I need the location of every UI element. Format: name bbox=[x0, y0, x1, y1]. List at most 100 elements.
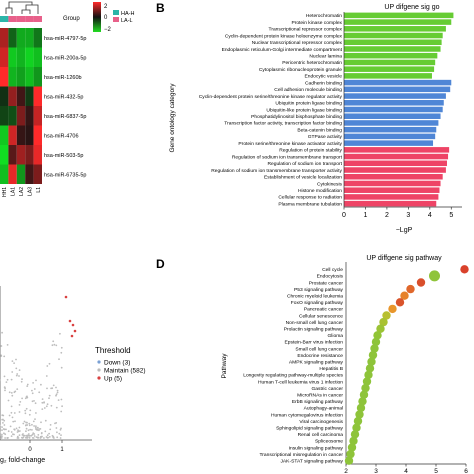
pathway-x-tick-label: 6 bbox=[464, 468, 468, 474]
legend-dot-maintain bbox=[97, 368, 101, 372]
heatmap-row-label: hsa-miR-1260b bbox=[44, 75, 82, 81]
heatmap-column-labels: HH1 LA1 LA2 LA3 L1 bbox=[2, 187, 42, 197]
pathway-point bbox=[416, 278, 426, 287]
volcano-point-maintain bbox=[0, 354, 3, 357]
volcano-point-maintain bbox=[25, 421, 27, 424]
legend-label-ha: HA-H bbox=[121, 11, 134, 17]
heatmap-column-label: L1 bbox=[36, 187, 42, 193]
go-bar bbox=[344, 100, 444, 106]
volcano-point-maintain bbox=[3, 375, 6, 378]
volcano-x-axis-label: g₂ fold-change bbox=[0, 457, 45, 464]
volcano-point-maintain bbox=[29, 409, 32, 412]
volcano-point-maintain bbox=[28, 424, 31, 427]
volcano-point-maintain bbox=[61, 405, 63, 408]
volcano-point-maintain bbox=[0, 435, 3, 438]
volcano-point-maintain bbox=[20, 380, 23, 383]
volcano-point-maintain bbox=[60, 410, 63, 413]
go-category-label: Plasma membrane tubulation bbox=[278, 201, 342, 207]
go-category-label: Cellular response to radiation bbox=[278, 195, 342, 201]
go-category-label: Protein serine/threonine kinase activato… bbox=[238, 141, 342, 147]
volcano-point-maintain bbox=[46, 387, 48, 390]
pathway-point bbox=[344, 456, 354, 465]
heatmap-cell bbox=[16, 125, 26, 145]
volcano-point-maintain bbox=[50, 387, 52, 390]
go-x-tick-label: 5 bbox=[449, 212, 453, 219]
go-category-label: Beta-catenin binding bbox=[297, 127, 342, 133]
go-category-label: Transcription factor activity, transcrip… bbox=[224, 121, 342, 127]
volcano-point-maintain bbox=[3, 428, 6, 431]
volcano-point-maintain bbox=[15, 374, 18, 377]
go-bar bbox=[344, 140, 434, 146]
go-category-label: Nuclear transcriptional repressor comple… bbox=[252, 40, 343, 46]
volcano-point-maintain bbox=[19, 401, 22, 403]
volcano-point-maintain bbox=[33, 388, 36, 390]
volcano-point-maintain bbox=[10, 431, 13, 433]
group-cell bbox=[25, 16, 34, 22]
volcano-point-maintain bbox=[26, 383, 29, 386]
volcano-point-maintain bbox=[24, 412, 27, 415]
pathway-category-label: MicroRNAs in cancer bbox=[297, 393, 343, 399]
pathway-category-label: Human cytomegalovirus infection bbox=[271, 412, 343, 418]
pathway-point bbox=[460, 265, 469, 274]
go-x-tick-label: 4 bbox=[428, 212, 432, 219]
go-category-label: Nuclear lamina bbox=[309, 54, 342, 60]
volcano-point-maintain bbox=[48, 397, 50, 400]
volcano-point-maintain bbox=[59, 428, 62, 431]
volcano-point-maintain bbox=[24, 424, 27, 427]
go-bar bbox=[344, 59, 436, 66]
volcano-point-maintain bbox=[11, 416, 14, 419]
go-bar bbox=[344, 180, 441, 187]
panel-label-b: B bbox=[156, 1, 165, 15]
volcano-point-maintain bbox=[43, 401, 45, 404]
go-bar bbox=[344, 26, 446, 32]
pathway-point bbox=[350, 430, 360, 439]
pathway-category-label: Insulin signaling pathway bbox=[289, 445, 344, 451]
volcano-point-maintain bbox=[0, 379, 1, 382]
go-category-label: Transcriptional repressor complex bbox=[269, 27, 343, 33]
heatmap-cell bbox=[8, 125, 17, 145]
group-annotation-bar bbox=[0, 16, 42, 22]
pathway-category-label: Spliceosome bbox=[315, 439, 343, 445]
go-bar bbox=[344, 46, 441, 52]
volcano-point-maintain bbox=[7, 430, 10, 433]
go-category-label: Ubiquitin-like protein ligase binding bbox=[266, 107, 342, 113]
volcano-point-maintain bbox=[1, 418, 4, 421]
volcano-point-maintain bbox=[39, 437, 42, 439]
pathway-point bbox=[364, 370, 373, 380]
go-bar bbox=[344, 73, 432, 79]
volcano-point-maintain bbox=[18, 434, 21, 436]
go-category-label: Ubiquitin protein ligase binding bbox=[275, 101, 342, 107]
volcano-panel: 0 1 g₂ fold-change Threshold Down (3) Ma… bbox=[0, 286, 146, 464]
go-y-axis-label: Gene ontology category bbox=[169, 83, 176, 153]
pathway-point bbox=[359, 390, 369, 399]
pathway-category-label: Hepatitis B bbox=[319, 366, 343, 372]
volcano-point-maintain bbox=[44, 419, 47, 422]
volcano-point-maintain bbox=[4, 437, 6, 439]
volcano-point-maintain bbox=[4, 433, 7, 436]
volcano-point-maintain bbox=[3, 419, 6, 422]
volcano-point-maintain bbox=[16, 431, 19, 433]
heatmap-cell bbox=[25, 47, 34, 67]
volcano-point-maintain bbox=[10, 435, 13, 437]
go-category-label: Cell adhesion molecule binding bbox=[274, 87, 342, 93]
volcano-point-maintain bbox=[22, 422, 25, 425]
volcano-point-maintain bbox=[38, 391, 41, 394]
pathway-point bbox=[355, 410, 364, 419]
heatmap-cell bbox=[16, 47, 26, 67]
volcano-point-maintain bbox=[60, 398, 63, 401]
pathway-category-label: Prolactin signaling pathway bbox=[284, 327, 344, 333]
volcano-point-maintain bbox=[4, 387, 6, 390]
go-category-label: Regulation of protein stability bbox=[279, 148, 342, 154]
volcano-point-maintain bbox=[33, 435, 36, 437]
volcano-point-maintain bbox=[47, 436, 49, 439]
heatmap-cell bbox=[25, 106, 34, 126]
volcano-point-maintain bbox=[44, 430, 47, 433]
pathway-point bbox=[395, 298, 405, 307]
heatmap-cell bbox=[8, 106, 17, 126]
heatmap-row-label: hsa-miR-6735-5p bbox=[44, 172, 87, 178]
volcano-point-maintain bbox=[34, 418, 36, 420]
volcano-point-maintain bbox=[1, 426, 3, 428]
heatmap-cell bbox=[25, 125, 34, 145]
volcano-point-maintain bbox=[15, 358, 17, 361]
